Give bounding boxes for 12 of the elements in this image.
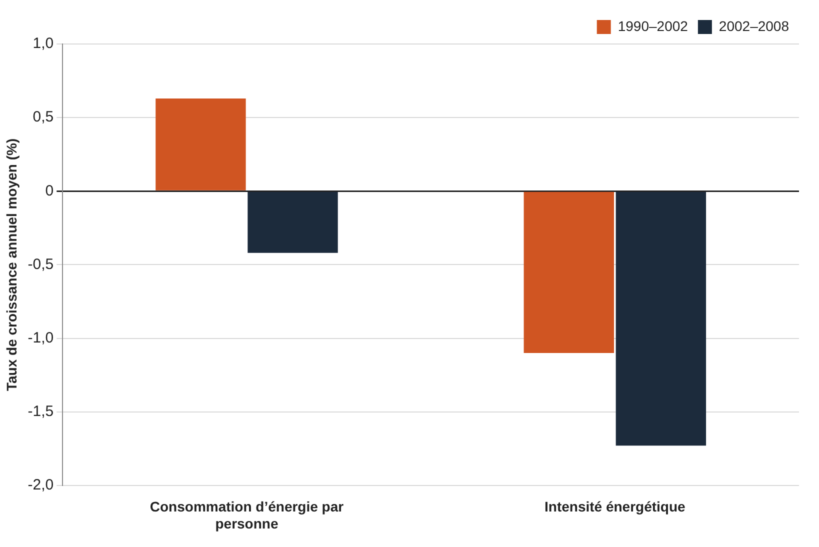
y-tick-label: -2,0: [28, 476, 54, 494]
x-tick-label: Consommation d’énergie par personne: [150, 498, 344, 532]
legend-label: 2002–2008: [718, 18, 790, 34]
y-tick-label: 0,5: [32, 108, 54, 126]
y-tick-label: 0: [45, 182, 54, 200]
y-tick-label: -1,5: [28, 402, 54, 420]
legend-label: 1990–2002: [618, 18, 688, 34]
y-tick-label: -1,0: [28, 329, 54, 346]
y-tick-label: 1,0: [32, 35, 54, 52]
y-axis-title: Taux de croissance annuel moyen (%): [3, 138, 20, 392]
y-tick-label: -0,5: [28, 256, 54, 273]
x-tick-label: Intensité énergétique: [544, 498, 686, 515]
